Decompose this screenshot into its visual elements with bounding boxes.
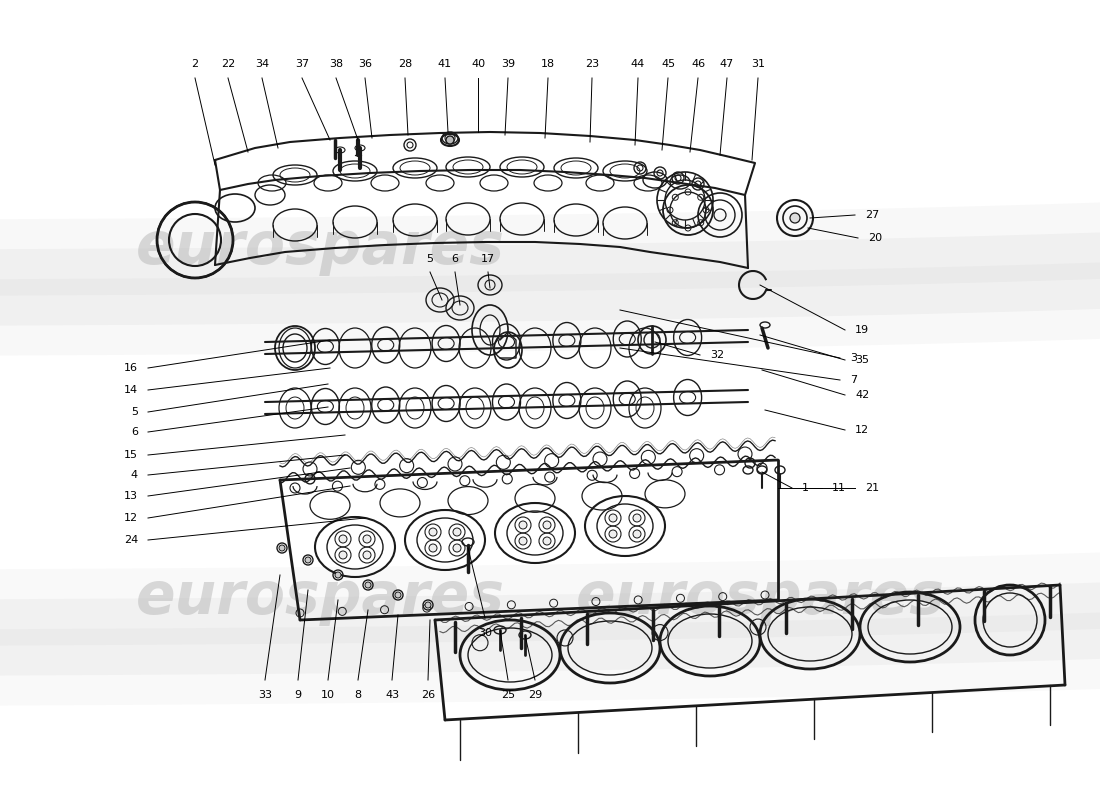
Text: 12: 12 (124, 513, 138, 523)
Text: 37: 37 (295, 59, 309, 69)
Text: 41: 41 (438, 59, 452, 69)
Text: 46: 46 (691, 59, 705, 69)
Text: 1: 1 (802, 483, 808, 493)
Text: 11: 11 (832, 483, 846, 493)
Text: 14: 14 (124, 385, 138, 395)
Text: 39: 39 (500, 59, 515, 69)
Circle shape (632, 530, 641, 538)
Circle shape (305, 557, 311, 563)
Text: 40: 40 (471, 59, 485, 69)
Text: 17: 17 (481, 254, 495, 264)
Text: 34: 34 (255, 59, 270, 69)
Circle shape (365, 582, 371, 588)
Text: 32: 32 (710, 350, 724, 360)
Text: 24: 24 (123, 535, 138, 545)
Text: 28: 28 (398, 59, 412, 69)
Circle shape (429, 544, 437, 552)
Text: 35: 35 (855, 355, 869, 365)
Text: 30: 30 (478, 628, 492, 638)
Text: 20: 20 (868, 233, 882, 243)
Text: 5: 5 (427, 254, 433, 264)
Text: 2: 2 (191, 59, 199, 69)
Text: 7: 7 (850, 375, 857, 385)
Text: 31: 31 (751, 59, 764, 69)
Text: 13: 13 (124, 491, 138, 501)
Text: 15: 15 (124, 450, 138, 460)
Circle shape (363, 535, 371, 543)
Text: 6: 6 (451, 254, 459, 264)
Text: 22: 22 (221, 59, 235, 69)
Text: 29: 29 (528, 690, 542, 700)
Text: 16: 16 (124, 363, 138, 373)
Circle shape (543, 521, 551, 529)
Text: 10: 10 (321, 690, 336, 700)
Circle shape (453, 528, 461, 536)
Circle shape (425, 602, 431, 608)
Text: 44: 44 (631, 59, 645, 69)
Text: 43: 43 (385, 690, 399, 700)
Circle shape (339, 551, 346, 559)
Text: 47: 47 (719, 59, 734, 69)
Text: 36: 36 (358, 59, 372, 69)
Text: 27: 27 (865, 210, 879, 220)
Circle shape (453, 544, 461, 552)
Text: 12: 12 (855, 425, 869, 435)
Circle shape (446, 136, 454, 144)
Circle shape (363, 551, 371, 559)
Text: 45: 45 (661, 59, 675, 69)
Circle shape (790, 213, 800, 223)
Circle shape (395, 592, 402, 598)
Text: eurospares: eurospares (135, 219, 505, 277)
Text: eurospares: eurospares (575, 570, 945, 626)
Text: 21: 21 (865, 483, 879, 493)
Circle shape (429, 528, 437, 536)
Circle shape (336, 572, 341, 578)
Circle shape (632, 514, 641, 522)
Text: 6: 6 (131, 427, 138, 437)
Circle shape (519, 537, 527, 545)
Text: 18: 18 (541, 59, 556, 69)
Circle shape (279, 545, 285, 551)
Text: eurospares: eurospares (135, 570, 505, 626)
Text: 8: 8 (354, 690, 362, 700)
Text: 33: 33 (258, 690, 272, 700)
Text: 3: 3 (850, 353, 857, 363)
Text: 26: 26 (421, 690, 436, 700)
Circle shape (609, 530, 617, 538)
Text: 9: 9 (295, 690, 301, 700)
Text: 19: 19 (855, 325, 869, 335)
Circle shape (609, 514, 617, 522)
Text: 38: 38 (329, 59, 343, 69)
Text: 42: 42 (855, 390, 869, 400)
Text: 4: 4 (131, 470, 138, 480)
Circle shape (519, 521, 527, 529)
Circle shape (339, 535, 346, 543)
Text: 5: 5 (131, 407, 138, 417)
Circle shape (543, 537, 551, 545)
Text: 25: 25 (500, 690, 515, 700)
Text: 23: 23 (585, 59, 600, 69)
